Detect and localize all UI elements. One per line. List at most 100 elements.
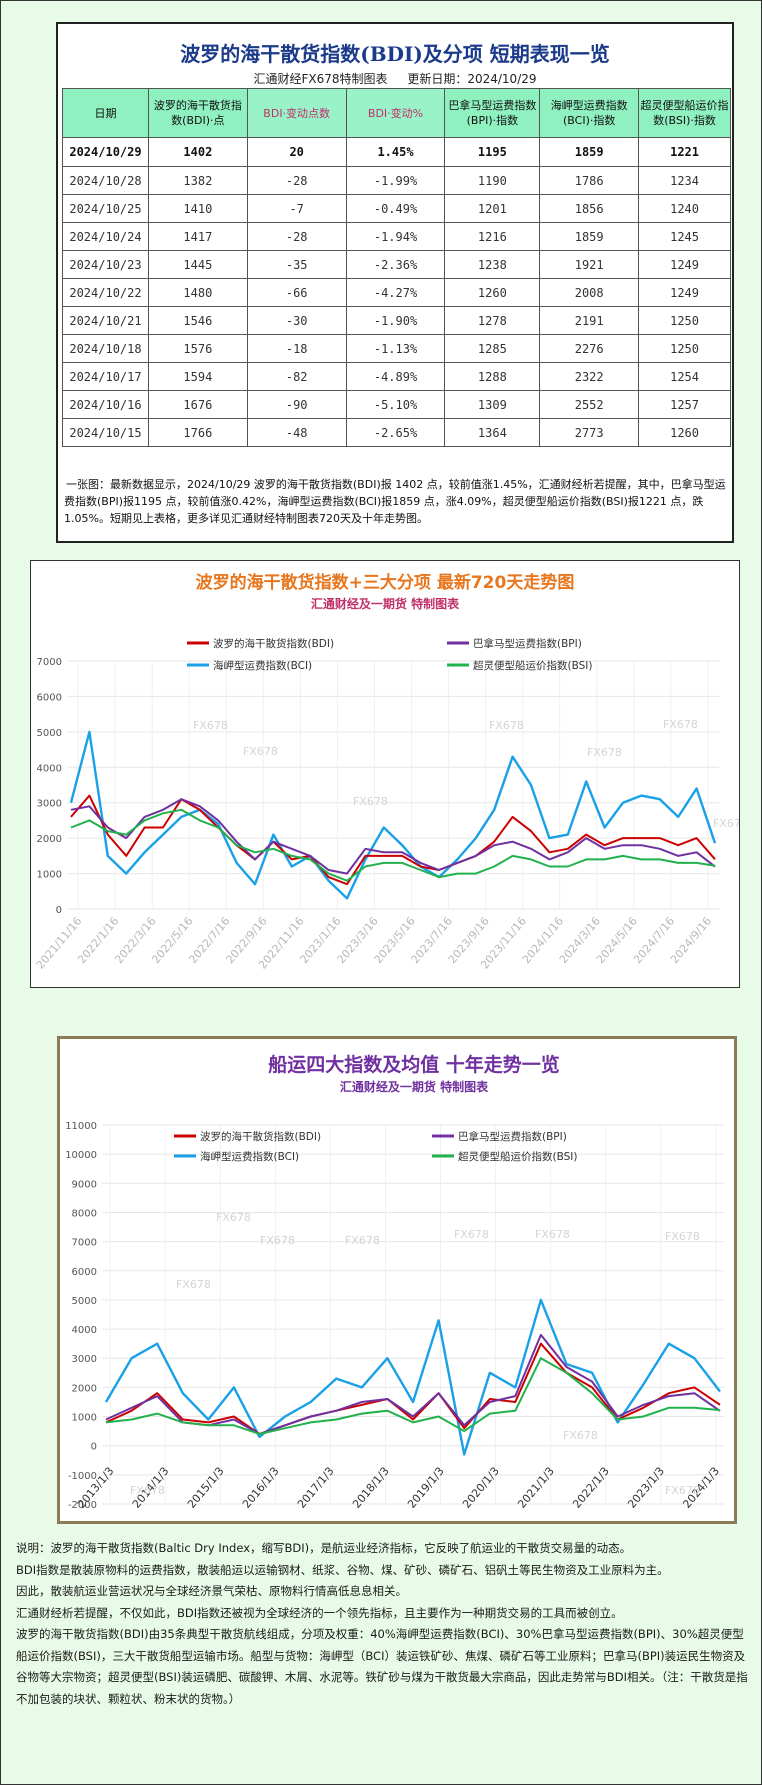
header-bdi-pct: BDI·变动% bbox=[345, 88, 446, 138]
table-cell: 2322 bbox=[539, 362, 640, 391]
table-cell: 1402 bbox=[147, 137, 248, 167]
y-tick-label: -1000 bbox=[68, 1471, 97, 1482]
table-cell: 2552 bbox=[539, 390, 640, 419]
y-tick-label: 8000 bbox=[72, 1208, 97, 1219]
watermark: FX678 bbox=[176, 1278, 211, 1291]
table-cell: -18 bbox=[246, 334, 347, 363]
legend-label: 海岬型运费指数(BCI) bbox=[213, 659, 312, 672]
table-cell: 1921 bbox=[539, 250, 640, 279]
table-cell: 1250 bbox=[638, 306, 731, 335]
table-cell: 1190 bbox=[444, 166, 541, 195]
watermark: FX678 bbox=[563, 1429, 598, 1442]
chart-subtitle: 汇通财经及一期货 特制图表 bbox=[311, 596, 460, 611]
table-cell: 1278 bbox=[444, 306, 541, 335]
chart-10y-panel: 船运四大指数及均值 十年走势一览 汇通财经及一期货 特制图表 -2000 -1000 0… bbox=[57, 1036, 737, 1524]
table-cell: 1480 bbox=[147, 278, 248, 307]
table-cell: 2024/10/16 bbox=[62, 390, 149, 419]
header-bdi: 波罗的海干散货指数(BDI)·点 bbox=[147, 88, 248, 138]
table-cell: -82 bbox=[246, 362, 347, 391]
watermark: FX678 bbox=[489, 719, 524, 732]
table-cell: -35 bbox=[246, 250, 347, 279]
table-cell: -4.89% bbox=[345, 362, 446, 391]
table-cell: 1417 bbox=[147, 222, 248, 251]
explanation-text: 说明：波罗的海干散货指数(Baltic Dry Index，缩写BDI)，是航运… bbox=[16, 1538, 752, 1710]
table-row: 2024/10/29 1402 20 1.45% 1195 1859 1221 bbox=[62, 137, 731, 167]
legend-label: 海岬型运费指数(BCI) bbox=[200, 1150, 299, 1163]
table-cell: -1.90% bbox=[345, 306, 446, 335]
y-tick-label: 6000 bbox=[72, 1267, 97, 1278]
table-cell: 1576 bbox=[147, 334, 248, 363]
table-cell: 2024/10/21 bbox=[62, 306, 149, 335]
table-row: 2024/10/17 1594 -82 -4.89% 1288 2322 1254 bbox=[62, 362, 731, 391]
y-tick-label: 2000 bbox=[37, 834, 62, 845]
table-cell: 1285 bbox=[444, 334, 541, 363]
watermark: FX678 bbox=[665, 1484, 700, 1497]
watermark: FX678 bbox=[193, 719, 228, 732]
table-cell: 2024/10/22 bbox=[62, 278, 149, 307]
table-cell: 1856 bbox=[539, 194, 640, 223]
table-row: 2024/10/28 1382 -28 -1.99% 1190 1786 1234 bbox=[62, 166, 731, 195]
table-cell: -2.36% bbox=[345, 250, 446, 279]
table-row: 2024/10/18 1576 -18 -1.13% 1285 2276 1250 bbox=[62, 334, 731, 363]
table-cell: 2024/10/25 bbox=[62, 194, 149, 223]
table-cell: -28 bbox=[246, 222, 347, 251]
y-tick-label: 5000 bbox=[72, 1296, 97, 1307]
table-cell: 2773 bbox=[539, 418, 640, 447]
explanation-line: 汇通财经析若提醒，不仅如此，BDI指数还被视为全球经济的一个领先指标，且主要作为… bbox=[16, 1605, 623, 1620]
watermark: FX678 bbox=[345, 1234, 380, 1247]
table-cell: 1309 bbox=[444, 390, 541, 419]
header-bpi: 巴拿马型运费指数(BPI)·指数 bbox=[444, 88, 541, 138]
series-line bbox=[105, 1357, 721, 1435]
table-cell: 1766 bbox=[147, 418, 248, 447]
chart-720-panel: 波罗的海干散货指数+三大分项 最新720天走势图 汇通财经及一期货 特制图表 0 10… bbox=[30, 560, 748, 988]
table-cell: 1245 bbox=[638, 222, 731, 251]
legend-label: 巴拿马型运费指数(BPI) bbox=[458, 1130, 567, 1143]
table-cell: 1445 bbox=[147, 250, 248, 279]
table-cell: 2024/10/28 bbox=[62, 166, 149, 195]
table-cell: -7 bbox=[246, 194, 347, 223]
table-cell: 1257 bbox=[638, 390, 731, 419]
explanation-line: 波罗的海干散货指数(BDI)由35条典型干散货航线组成，分项及权重：40%海岬型… bbox=[16, 1627, 748, 1706]
table-cell: -1.13% bbox=[345, 334, 446, 363]
watermark: FX678 bbox=[665, 1230, 700, 1243]
header-bsi: 超灵便型船运价指数(BSI)·指数 bbox=[638, 88, 731, 138]
table-row: 2024/10/21 1546 -30 -1.90% 1278 2191 1250 bbox=[62, 306, 731, 335]
header-bdi-change: BDI·变动点数 bbox=[246, 88, 347, 138]
table-source: 汇通财经FX678特制图表 bbox=[253, 72, 388, 86]
table-cell: -1.99% bbox=[345, 166, 446, 195]
y-tick-label: 4000 bbox=[37, 763, 62, 774]
table-cell: 1859 bbox=[539, 137, 640, 167]
table-cell: 1786 bbox=[539, 166, 640, 195]
table-row: 2024/10/16 1676 -90 -5.10% 1309 2552 1257 bbox=[62, 390, 731, 419]
y-tick-label: 2000 bbox=[72, 1383, 97, 1394]
table-cell: 1240 bbox=[638, 194, 731, 223]
table-cell: 20 bbox=[246, 137, 347, 167]
y-tick-label: 7000 bbox=[37, 657, 62, 668]
table-cell: 1260 bbox=[638, 418, 731, 447]
y-tick-label: 9000 bbox=[72, 1179, 97, 1190]
watermark: FX678 bbox=[454, 1228, 489, 1241]
watermark: FX678 bbox=[535, 1228, 570, 1241]
x-tick-label: 2021/11/16 bbox=[34, 915, 85, 972]
y-tick-label: 5000 bbox=[37, 728, 62, 739]
y-tick-label: 3000 bbox=[37, 799, 62, 810]
table-cell: 2024/10/15 bbox=[62, 418, 149, 447]
watermark: FX678 bbox=[663, 718, 698, 731]
watermark: FX678 bbox=[713, 817, 739, 830]
table-cell: -0.49% bbox=[345, 194, 446, 223]
series-line bbox=[70, 808, 716, 882]
table-row: 2024/10/15 1766 -48 -2.65% 1364 2773 1260 bbox=[62, 418, 731, 447]
series-line bbox=[105, 1342, 721, 1435]
table-cell: 1201 bbox=[444, 194, 541, 223]
table-row: 2024/10/22 1480 -66 -4.27% 1260 2008 1249 bbox=[62, 278, 731, 307]
table-header-row: 日期 波罗的海干散货指数(BDI)·点 BDI·变动点数 BDI·变动% 巴拿马… bbox=[62, 88, 731, 138]
table-cell: 2024/10/29 bbox=[62, 137, 149, 167]
chart-title: 船运四大指数及均值 十年走势一览 bbox=[268, 1053, 560, 1076]
table-title: 波罗的海干散货指数(BDI)及分项 短期表现一览 bbox=[180, 42, 610, 66]
table-cell: -66 bbox=[246, 278, 347, 307]
table-cell: 1410 bbox=[147, 194, 248, 223]
watermark: FX678 bbox=[216, 1211, 251, 1224]
table-cell: 1250 bbox=[638, 334, 731, 363]
